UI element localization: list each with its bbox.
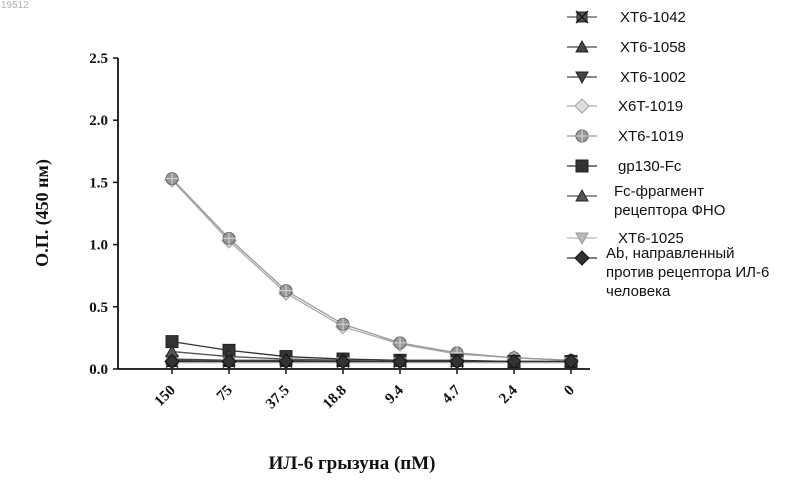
legend-item: XT6-1019 xyxy=(567,128,684,145)
legend-label: XT6-1002 xyxy=(620,69,686,86)
legend-item: Ab, направленный против рецептора ИЛ-6 чел… xyxy=(567,245,769,300)
legend-label: Fc-фрагмент xyxy=(614,183,704,200)
y-tick-label: 2.0 xyxy=(89,113,108,129)
y-tick-label: 0.5 xyxy=(89,300,108,316)
legend-item: XT6-1042 xyxy=(567,9,686,26)
legend-label: XT6-1042 xyxy=(620,9,686,26)
x-tick-label: 75 xyxy=(214,383,236,405)
x-ticks: 150 75 37.5 18.8 9.4 4.7 2.4 0 xyxy=(152,369,578,412)
x-tick-label: 4.7 xyxy=(439,382,464,407)
series-line xyxy=(172,179,571,361)
data-point xyxy=(223,232,235,244)
legend-item: XT6-1002 xyxy=(567,69,686,86)
y-tick-label: 2.5 xyxy=(89,51,108,67)
y-tick-label: 1.5 xyxy=(89,175,108,191)
data-point xyxy=(394,337,406,349)
legend-label: против рецептора ИЛ-6 xyxy=(606,264,769,281)
series-4 xyxy=(165,173,578,367)
x-tick-label: 150 xyxy=(152,383,179,410)
legend-item: X6T-1019 xyxy=(567,98,683,115)
y-ticks: 0.0 0.5 1.0 1.5 2.0 2.5 xyxy=(89,51,118,378)
x-tick-label: 18.8 xyxy=(320,383,350,413)
x-tick-label: 37.5 xyxy=(263,383,293,413)
legend-marker xyxy=(575,99,589,113)
legend-label: X6T-1019 xyxy=(618,98,683,115)
legend-item: Fc-фрагмент рецептора ФНО xyxy=(567,183,725,219)
x-tick-label: 9.4 xyxy=(382,382,407,407)
legend-marker xyxy=(575,251,589,265)
y-tick-label: 0.0 xyxy=(89,362,108,378)
y-axis-label: О.П. (450 нм) xyxy=(32,159,53,267)
legend-label: человека xyxy=(606,283,671,300)
legend-item: XT6-1058 xyxy=(567,39,686,56)
legend-label: рецептора ФНО xyxy=(614,202,725,219)
legend-marker xyxy=(576,11,588,23)
axes xyxy=(118,58,590,369)
series-group xyxy=(165,173,578,369)
series-9 xyxy=(165,355,578,369)
series-5 xyxy=(166,173,577,367)
legend-marker xyxy=(576,160,588,172)
data-point xyxy=(337,318,349,330)
data-point xyxy=(280,285,292,297)
legend-item: gp130-Fc xyxy=(567,158,682,175)
x-tick-label: 0 xyxy=(561,383,578,400)
legend-label: XT6-1058 xyxy=(620,39,686,56)
x-axis-label: ИЛ-6 грызуна (пМ) xyxy=(268,453,435,474)
legend-label: gp130-Fc xyxy=(618,158,682,175)
data-point xyxy=(166,173,178,185)
legend: XT6-1042 XT6-1058 XT6-1002 X6T-1019 XT6-1019… xyxy=(567,9,769,300)
legend-marker xyxy=(576,130,588,142)
legend-label: XT6-1019 xyxy=(618,128,684,145)
x-tick-label: 2.4 xyxy=(496,382,521,407)
y-tick-label: 1.0 xyxy=(89,238,108,254)
legend-label: Ab, направленный xyxy=(606,245,735,262)
